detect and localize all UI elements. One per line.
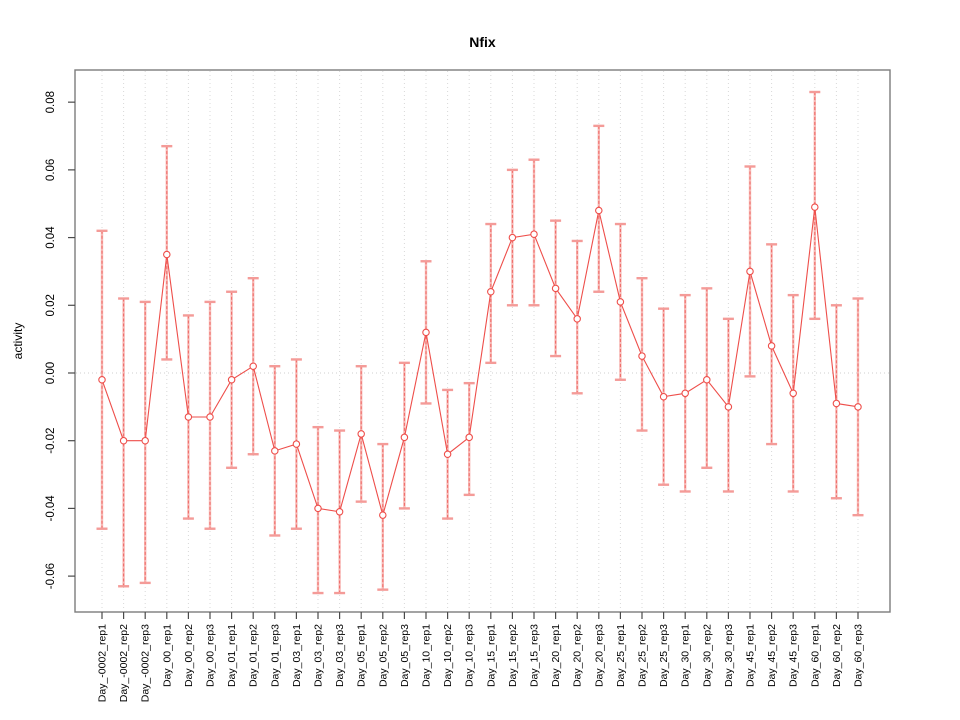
- data-point-marker: [292, 440, 301, 448]
- x-tick-label: Day_60_rep2: [831, 624, 843, 687]
- data-point-marker: [184, 413, 193, 421]
- x-tick-label: Day_15_rep1: [485, 624, 497, 687]
- x-tick-label: Day_20_rep2: [572, 624, 584, 687]
- x-tick-label: Day_03_rep2: [313, 624, 325, 687]
- data-point-marker: [530, 230, 538, 238]
- y-tick-label: 0.04: [45, 226, 57, 249]
- data-point-marker: [595, 206, 603, 215]
- data-point-marker: [724, 403, 733, 411]
- y-tick-label: 0.06: [45, 159, 57, 181]
- data-point-marker: [789, 389, 797, 398]
- x-tick-label: Day_60_rep1: [809, 624, 821, 687]
- data-point-marker: [811, 203, 819, 211]
- data-point-marker: [379, 511, 387, 519]
- chart-title: Nfix: [469, 34, 496, 50]
- x-tick-label: Day_10_rep2: [442, 624, 454, 687]
- data-point-marker: [400, 433, 409, 442]
- data-point-marker: [163, 250, 171, 259]
- y-axis-label: activity: [11, 323, 25, 360]
- x-tick-label: Day_-0002_rep3: [140, 624, 152, 702]
- x-tick-label: Day_05_rep3: [399, 624, 411, 687]
- x-tick-label: Day_03_rep1: [291, 624, 303, 687]
- x-tick-label: Day_-0002_rep1: [97, 624, 109, 702]
- x-tick-label: Day_15_rep2: [507, 624, 519, 687]
- x-tick-label: Day_60_rep3: [853, 624, 865, 687]
- x-tick-label: Day_01_rep2: [248, 624, 260, 687]
- gridlines: [76, 71, 889, 611]
- data-point-marker: [443, 450, 452, 458]
- error-bars: [96, 90, 864, 595]
- data-point-marker: [487, 287, 495, 296]
- y-axis: -0.06 -0.04 -0.02 0.00 0.02 0.04 0.06 0.08: [45, 91, 75, 589]
- data-point-marker: [638, 352, 646, 360]
- data-point-marker: [314, 504, 322, 513]
- data-points: [98, 203, 862, 519]
- x-tick-label: Day_05_rep1: [356, 624, 368, 687]
- data-point-marker: [98, 376, 106, 384]
- x-tick-label: Day_15_rep3: [529, 624, 541, 687]
- data-point-marker: [854, 403, 862, 411]
- x-tick-label: Day_-0002_rep2: [118, 624, 130, 702]
- x-tick-label: Day_45_rep2: [766, 624, 778, 687]
- x-tick-label: Day_20_rep3: [593, 624, 605, 687]
- y-tick-label: -0.04: [45, 495, 57, 522]
- x-tick-label: Day_45_rep1: [745, 624, 757, 687]
- x-tick-label: Day_25_rep1: [615, 624, 627, 687]
- y-tick-label: -0.02: [45, 428, 57, 454]
- x-tick-label: Day_00_rep1: [161, 624, 173, 687]
- x-tick-label: Day_03_rep3: [334, 624, 346, 687]
- x-tick-label: Day_45_rep3: [788, 624, 800, 687]
- data-point-marker: [271, 447, 279, 455]
- data-point-marker: [551, 284, 560, 293]
- x-tick-label: Day_20_rep1: [550, 624, 562, 687]
- y-tick-label: 0.08: [45, 91, 57, 113]
- y-tick-label: -0.06: [45, 563, 57, 589]
- x-tick-label: Day_00_rep3: [205, 624, 217, 687]
- data-point-marker: [357, 430, 365, 438]
- series-line: [101, 207, 859, 518]
- data-point-marker: [227, 376, 236, 384]
- data-point-marker: [659, 392, 668, 401]
- y-tick-label: 0.02: [45, 294, 57, 316]
- x-tick-label: Day_10_rep1: [421, 624, 433, 687]
- data-point-marker: [335, 508, 344, 516]
- data-point-marker: [206, 413, 214, 421]
- data-point-marker: [119, 436, 128, 445]
- x-axis: Day_-0002_rep1 Day_-0002_rep2 Day_-0002_re…: [97, 612, 865, 702]
- x-tick-label: Day_25_rep2: [637, 624, 649, 687]
- data-point-marker: [703, 376, 711, 384]
- x-tick-label: Day_00_rep2: [183, 624, 195, 687]
- x-tick-label: Day_25_rep3: [658, 624, 670, 687]
- x-tick-label: Day_01_rep3: [269, 624, 281, 687]
- data-point-marker: [422, 328, 430, 337]
- data-point-marker: [681, 389, 689, 398]
- y-tick-label: 0.00: [45, 362, 57, 384]
- plot-frame: [74, 69, 891, 613]
- data-point-marker: [465, 433, 473, 442]
- data-point-marker: [249, 362, 257, 370]
- data-point-marker: [767, 342, 776, 350]
- data-point-marker: [141, 436, 149, 445]
- x-tick-label: Day_01_rep1: [226, 624, 238, 687]
- x-tick-label: Day_30_rep3: [723, 624, 735, 687]
- x-tick-label: Day_10_rep3: [464, 624, 476, 687]
- data-point-marker: [573, 315, 581, 323]
- x-tick-label: Day_30_rep2: [701, 624, 713, 687]
- data-point-marker: [832, 399, 841, 408]
- data-point-marker: [616, 298, 625, 306]
- data-point-marker: [508, 233, 517, 242]
- x-tick-label: Day_05_rep2: [377, 624, 389, 687]
- data-point-marker: [746, 267, 754, 276]
- x-tick-label: Day_30_rep1: [680, 624, 692, 687]
